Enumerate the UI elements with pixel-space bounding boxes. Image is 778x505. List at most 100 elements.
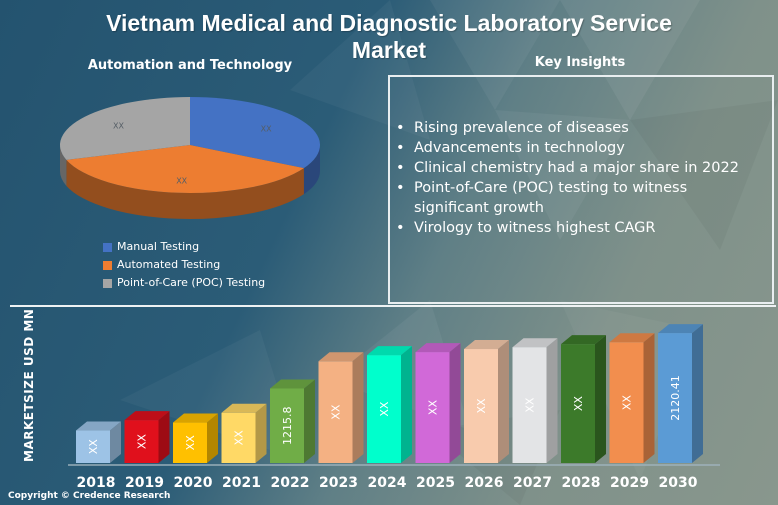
bullet-icon: • bbox=[396, 180, 405, 196]
pie-chart-heading: Automation and Technology bbox=[87, 58, 293, 73]
title-line-1: Vietnam Medical and Diagnostic Laborator… bbox=[106, 10, 672, 36]
bar bbox=[464, 349, 498, 463]
title-line-2: Market bbox=[351, 37, 427, 63]
pie-slice-side bbox=[60, 145, 67, 186]
bar-top bbox=[173, 413, 218, 423]
bar-data-label: XX bbox=[427, 400, 440, 416]
legend-label: Point-of-Care (POC) Testing bbox=[117, 276, 266, 289]
key-insights-box bbox=[388, 75, 774, 304]
x-tick-label: 2020 bbox=[174, 475, 213, 491]
bar bbox=[124, 420, 159, 463]
key-insights-list: • Rising prevalence of diseases • Advancem… bbox=[394, 118, 766, 238]
insight-text: Point-of-Care (POC) testing to witness s… bbox=[414, 180, 688, 216]
x-tick-label: 2019 bbox=[125, 475, 164, 491]
bar bbox=[221, 412, 256, 463]
bar-side bbox=[110, 421, 121, 463]
bar-top bbox=[318, 352, 364, 362]
section-divider bbox=[10, 305, 776, 307]
bar-top bbox=[270, 379, 315, 389]
x-tick-label: 2021 bbox=[222, 475, 261, 491]
bullet-icon: • bbox=[396, 160, 405, 176]
bar-top bbox=[561, 335, 606, 345]
insight-text: Virology to witness highest CAGR bbox=[414, 220, 656, 236]
x-tick-label: 2022 bbox=[271, 475, 310, 491]
bar-data-label: XX bbox=[621, 395, 634, 411]
pie-slice bbox=[190, 97, 320, 169]
bar-top bbox=[124, 411, 170, 421]
pie-slice-side bbox=[303, 145, 320, 195]
bar-data-label: 1215.8 bbox=[281, 407, 294, 446]
bar-top bbox=[464, 340, 509, 350]
bar-data-label: XX bbox=[475, 398, 488, 414]
x-tick-label: 2028 bbox=[562, 475, 601, 491]
x-tick-label: 2030 bbox=[659, 475, 698, 491]
bar-data-label: XX bbox=[330, 404, 343, 420]
legend-item: Manual Testing bbox=[103, 238, 265, 256]
bar-data-label: XX bbox=[378, 401, 391, 417]
pie-legend: Manual Testing Automated Testing Point-o… bbox=[103, 238, 265, 292]
insight-item: • Point-of-Care (POC) testing to witness … bbox=[394, 178, 766, 218]
bullet-icon: • bbox=[396, 120, 405, 136]
bar bbox=[318, 361, 353, 463]
bar bbox=[270, 388, 304, 463]
bar-data-label: 2120.41 bbox=[669, 375, 682, 421]
x-tick-label: 2024 bbox=[368, 475, 407, 491]
pie-slice bbox=[66, 145, 304, 194]
bar-data-label: XX bbox=[87, 439, 100, 455]
bar-data-label: XX bbox=[136, 434, 149, 450]
bar-side bbox=[692, 324, 703, 463]
pie-slice bbox=[60, 97, 190, 160]
bar-data-label: XX bbox=[233, 430, 246, 446]
bar-top bbox=[76, 421, 121, 431]
legend-label: Automated Testing bbox=[117, 258, 221, 271]
legend-swatch bbox=[103, 278, 112, 288]
bar-side bbox=[207, 413, 218, 463]
bar-side bbox=[255, 403, 267, 463]
bar bbox=[609, 342, 644, 463]
insight-text: Rising prevalence of diseases bbox=[414, 120, 629, 136]
bar-data-label: XX bbox=[184, 435, 197, 451]
bar-side bbox=[158, 411, 170, 463]
bar bbox=[173, 422, 207, 463]
pie-data-label: XX bbox=[113, 122, 124, 131]
bar bbox=[561, 344, 595, 463]
key-insights-heading: Key Insights bbox=[534, 55, 626, 70]
x-tick-label: 2018 bbox=[77, 475, 116, 491]
x-tick-label: 2027 bbox=[513, 475, 552, 491]
bar-side bbox=[498, 340, 509, 463]
bar-side bbox=[401, 346, 412, 463]
bar-side bbox=[643, 333, 655, 463]
legend-swatch bbox=[103, 242, 112, 252]
bar-side bbox=[304, 379, 315, 463]
bar bbox=[658, 333, 692, 463]
y-axis-label: MARKETSIZE USD MN bbox=[22, 308, 36, 462]
bar-top bbox=[609, 333, 655, 343]
x-tick-label: 2026 bbox=[465, 475, 504, 491]
x-tick-label: 2023 bbox=[319, 475, 358, 491]
bar-side bbox=[352, 352, 364, 463]
bar-data-label: XX bbox=[572, 396, 585, 412]
bar-top bbox=[658, 324, 703, 334]
x-tick-label: 2025 bbox=[416, 475, 455, 491]
legend-item: Automated Testing bbox=[103, 256, 265, 274]
bullet-icon: • bbox=[396, 140, 405, 156]
bar bbox=[512, 347, 547, 463]
bar-top bbox=[415, 343, 461, 353]
bar-side bbox=[595, 335, 606, 463]
legend-item: Point-of-Care (POC) Testing bbox=[103, 274, 265, 292]
bar bbox=[415, 352, 450, 463]
insight-item: • Rising prevalence of diseases bbox=[394, 118, 766, 138]
legend-label: Manual Testing bbox=[117, 240, 200, 253]
insight-item: • Advancements in technology bbox=[394, 138, 766, 158]
pie-slice-side bbox=[66, 159, 304, 220]
pie-data-label: XX bbox=[261, 124, 272, 133]
copyright-text: Copyright © Credence Research bbox=[8, 491, 171, 501]
legend-swatch bbox=[103, 260, 112, 270]
x-tick-label: 2029 bbox=[610, 475, 649, 491]
bar-top bbox=[367, 346, 412, 356]
bar-side bbox=[546, 338, 558, 463]
page-title: Vietnam Medical and Diagnostic Laborator… bbox=[0, 10, 778, 64]
bullet-icon: • bbox=[396, 220, 405, 236]
